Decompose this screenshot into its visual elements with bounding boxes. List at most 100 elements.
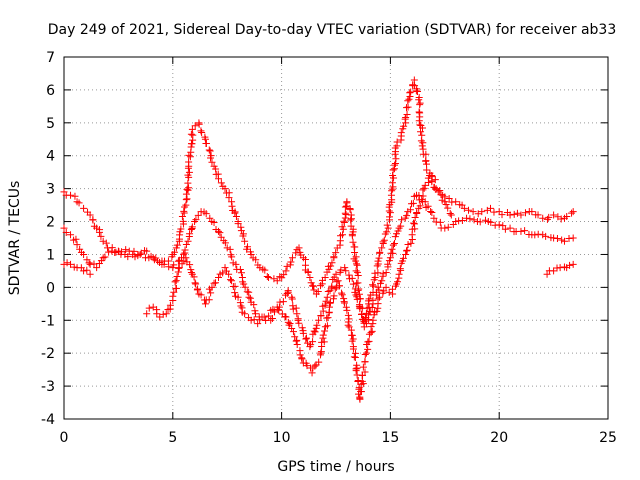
data-point <box>396 265 404 273</box>
data-point <box>452 218 460 226</box>
data-point <box>460 204 468 212</box>
data-point <box>379 270 387 278</box>
data-point <box>441 224 449 232</box>
data-point <box>414 88 422 96</box>
data-point <box>225 270 233 278</box>
data-point <box>397 222 405 230</box>
data-point <box>383 221 391 229</box>
data-point <box>423 160 431 168</box>
data-point <box>137 249 145 257</box>
data-point <box>358 310 366 318</box>
data-point <box>234 293 242 301</box>
data-point <box>190 273 198 281</box>
data-point <box>283 290 291 298</box>
data-point <box>276 298 284 306</box>
data-point <box>376 248 384 256</box>
data-point <box>407 88 415 96</box>
data-point <box>97 257 105 265</box>
data-point <box>186 261 194 269</box>
data-point <box>295 244 303 252</box>
data-point <box>325 265 333 273</box>
data-point <box>317 349 325 357</box>
data-point <box>368 304 376 312</box>
data-point <box>382 269 390 277</box>
data-point <box>348 274 356 282</box>
data-point <box>430 214 438 222</box>
data-point <box>281 312 289 320</box>
data-point <box>327 262 335 270</box>
data-point <box>415 108 423 116</box>
data-point <box>250 301 258 309</box>
data-point <box>389 249 397 257</box>
data-point <box>348 337 356 345</box>
data-point <box>283 262 291 270</box>
data-point <box>391 161 399 169</box>
data-point <box>373 307 381 315</box>
data-point <box>237 269 245 277</box>
data-point <box>542 232 550 240</box>
data-point <box>421 198 429 206</box>
data-point <box>301 255 309 263</box>
data-point <box>288 324 296 332</box>
x-axis-label: GPS time / hours <box>277 459 394 475</box>
data-point <box>256 316 264 324</box>
data-point <box>241 237 249 245</box>
data-point <box>332 270 340 278</box>
data-point <box>566 261 574 269</box>
data-point <box>436 218 444 226</box>
data-point <box>428 173 436 181</box>
data-point <box>309 338 317 346</box>
data-point <box>223 244 231 252</box>
data-point <box>393 138 401 146</box>
data-point <box>73 241 81 249</box>
data-point <box>226 276 234 284</box>
data-point <box>286 261 294 269</box>
data-point <box>416 101 424 109</box>
data-point <box>338 291 346 299</box>
data-point <box>323 293 331 301</box>
data-point <box>182 241 190 249</box>
data-point <box>423 166 431 174</box>
data-point <box>342 267 350 275</box>
data-point <box>528 208 536 216</box>
data-point <box>60 260 68 268</box>
data-point <box>409 219 417 227</box>
data-point <box>383 228 391 236</box>
data-point <box>289 328 297 336</box>
data-point <box>389 166 397 174</box>
data-point <box>232 260 240 268</box>
data-point <box>304 268 312 276</box>
data-point <box>419 139 427 147</box>
data-point <box>312 324 320 332</box>
data-point <box>386 254 394 262</box>
data-point <box>166 301 174 309</box>
data-point <box>246 294 254 302</box>
data-point <box>419 186 427 194</box>
data-point <box>241 283 249 291</box>
data-point <box>389 183 397 191</box>
data-point <box>361 350 369 358</box>
data-point <box>172 285 180 293</box>
data-point <box>444 223 452 231</box>
data-point <box>99 254 107 262</box>
data-point <box>553 234 561 242</box>
data-point <box>340 299 348 307</box>
data-point <box>205 146 213 154</box>
data-point <box>111 249 119 257</box>
data-point <box>187 268 195 276</box>
data-point <box>384 260 392 268</box>
data-point <box>63 259 71 267</box>
data-point <box>212 279 220 287</box>
data-point <box>510 210 518 218</box>
data-point <box>177 225 185 233</box>
data-point <box>263 273 271 281</box>
data-point <box>352 291 360 299</box>
data-point <box>86 270 94 278</box>
data-point <box>282 267 290 275</box>
data-point <box>289 305 297 313</box>
data-point <box>288 254 296 262</box>
data-point <box>463 214 471 222</box>
data-point <box>202 139 210 147</box>
data-point <box>275 306 283 314</box>
